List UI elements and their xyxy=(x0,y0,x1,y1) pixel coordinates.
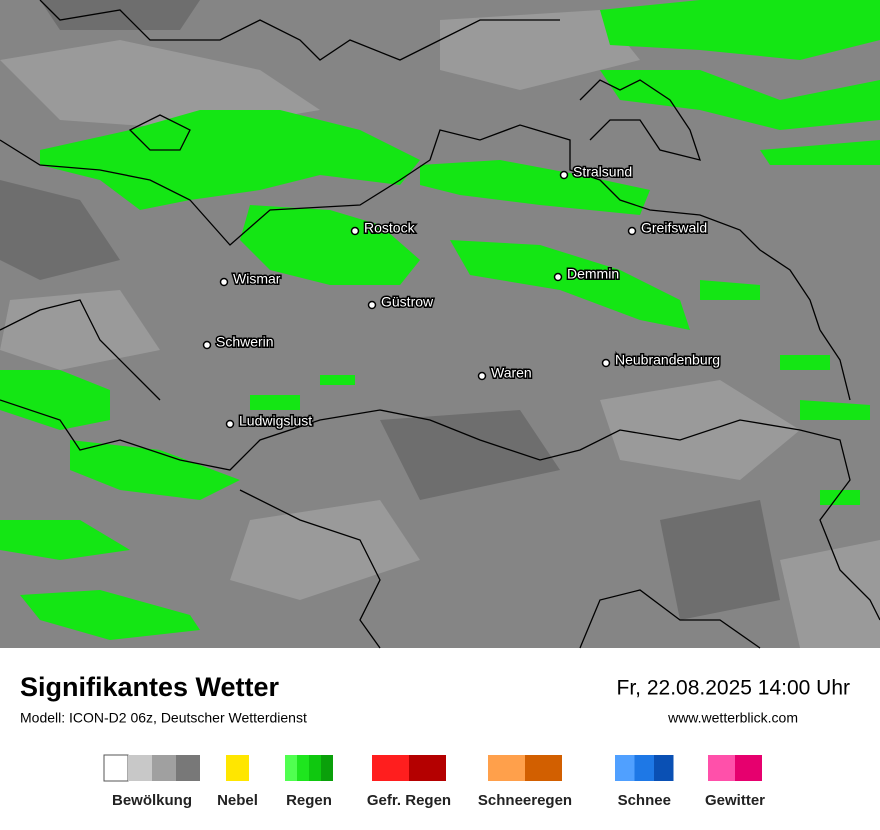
legend-swatch xyxy=(152,755,176,781)
map: Stralsund Rostock Greifswald Wismar Demmin Gü… xyxy=(0,0,880,649)
legend-swatch xyxy=(176,755,200,781)
website: www.wetterblick.com xyxy=(667,710,798,726)
legend-label: Schnee xyxy=(618,792,671,809)
coastline xyxy=(128,114,191,151)
city-label: Schwerin xyxy=(216,334,274,350)
city-label: Güstrow xyxy=(381,294,434,310)
cloud-light xyxy=(0,10,880,648)
city-label: Demmin xyxy=(567,266,619,282)
legend-label: Regen xyxy=(286,792,332,809)
coastline xyxy=(0,124,821,331)
city-label: Ludwigslust xyxy=(239,413,312,429)
city-dot xyxy=(477,371,487,381)
legend-label: Gefr. Regen xyxy=(367,792,451,809)
city-label: Waren xyxy=(491,365,532,381)
city-label: Wismar xyxy=(233,271,281,287)
legend-swatch xyxy=(372,755,409,781)
legend-label: Schneeregen xyxy=(478,792,572,809)
legend-swatch xyxy=(297,755,309,781)
legend-swatch xyxy=(654,755,674,781)
city-dot xyxy=(559,170,569,180)
border xyxy=(819,329,851,401)
border xyxy=(0,399,880,621)
legend-swatch xyxy=(128,755,152,781)
city-label: Neubrandenburg xyxy=(615,352,720,368)
legend-swatch xyxy=(708,755,735,781)
city-dot xyxy=(553,272,563,282)
border xyxy=(239,489,381,649)
legend-swatch xyxy=(409,755,446,781)
border xyxy=(0,299,161,401)
title: Signifikantes Wetter xyxy=(20,672,280,702)
legend-swatch xyxy=(525,755,562,781)
city-dot xyxy=(627,226,637,236)
datetime: Fr, 22.08.2025 14:00 Uhr xyxy=(617,677,851,700)
legend-swatch xyxy=(285,755,297,781)
city-dot xyxy=(202,340,212,350)
legend-swatch xyxy=(103,754,129,782)
city-label: Greifswald xyxy=(641,220,707,236)
city-dot xyxy=(350,226,360,236)
legend-swatch xyxy=(735,755,762,781)
city-dot xyxy=(219,277,229,287)
city-label: Rostock xyxy=(364,220,416,236)
legend-label: Nebel xyxy=(217,792,258,809)
city-dot xyxy=(225,419,235,429)
legend-swatch xyxy=(488,755,525,781)
border xyxy=(579,589,761,649)
city-dot xyxy=(601,358,611,368)
subtitle: Modell: ICON-D2 06z, Deutscher Wetterdie… xyxy=(20,710,307,726)
legend-label: Bewölkung xyxy=(112,792,192,809)
coastline xyxy=(39,0,560,61)
legend-swatch xyxy=(309,755,321,781)
rain-area xyxy=(0,0,880,640)
legend-swatch xyxy=(321,755,333,781)
coastline xyxy=(579,79,701,161)
legend-swatch xyxy=(634,755,654,781)
city-label: Stralsund xyxy=(573,164,632,180)
cloud-dark xyxy=(0,0,780,620)
city-dot xyxy=(367,300,377,310)
legend-swatch xyxy=(226,755,249,781)
legend-swatch xyxy=(615,755,635,781)
legend-label: Gewitter xyxy=(705,792,765,809)
